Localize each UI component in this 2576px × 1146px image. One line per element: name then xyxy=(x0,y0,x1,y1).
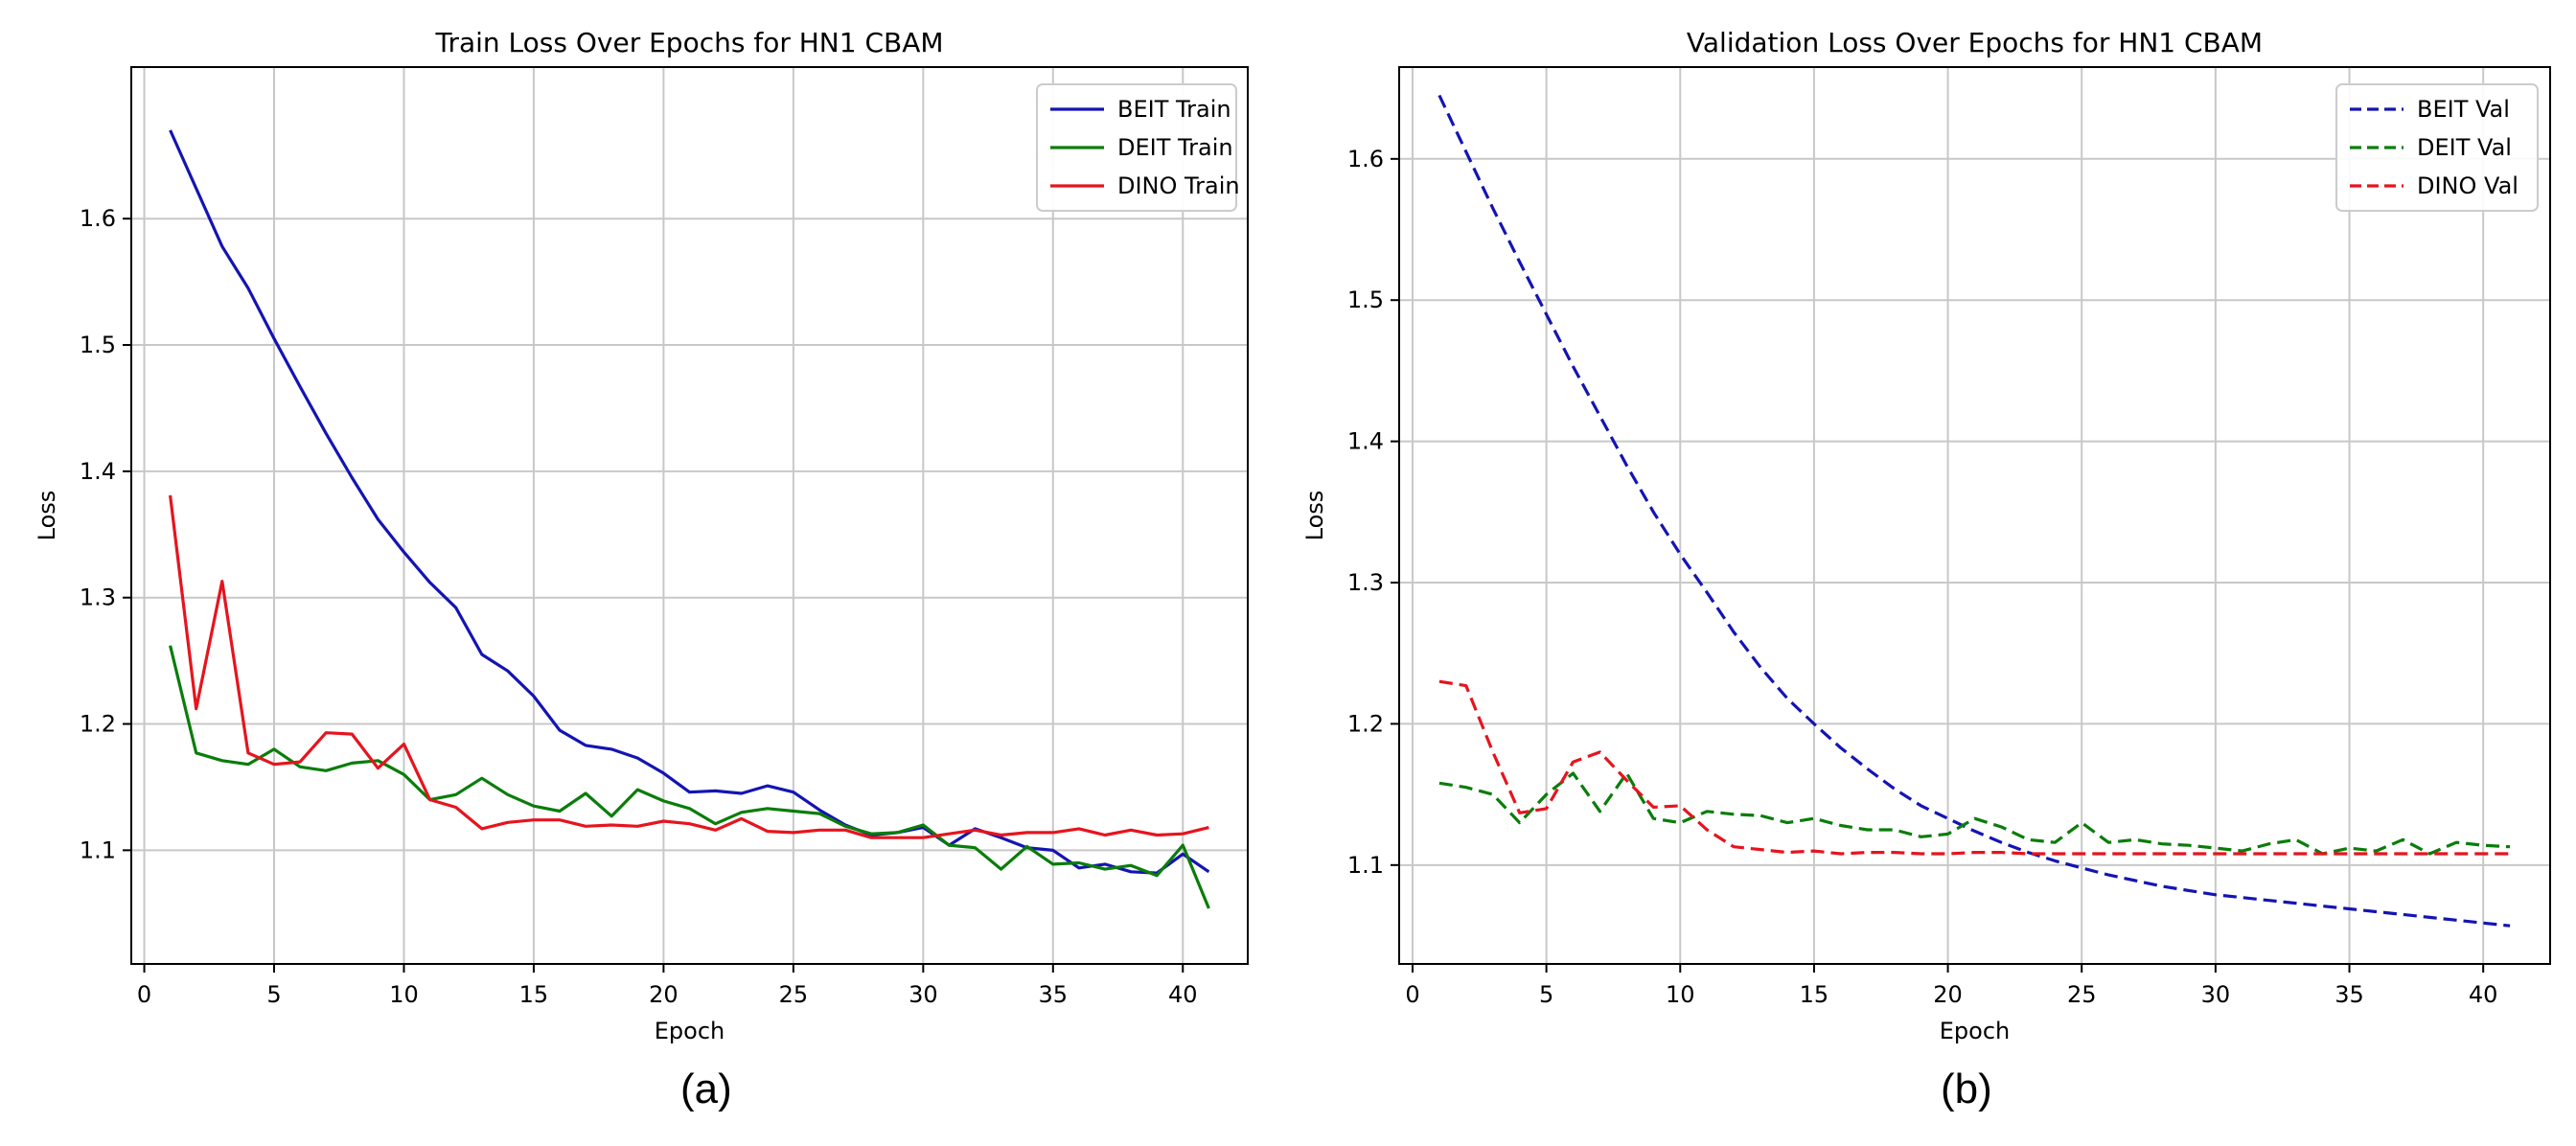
train-loss-chart: 0 5 10 15 20 25 30 35 40 1.1 1.2 1.3 1.4 1.5 1.6 Train … xyxy=(34,27,1249,1044)
y-axis-label: Loss xyxy=(34,491,60,541)
legend-entry: DINO Train xyxy=(1117,172,1240,199)
x-tick-label: 5 xyxy=(1539,981,1553,1008)
y-tick-label: 1.1 xyxy=(1347,852,1384,879)
x-tick-label: 0 xyxy=(1405,981,1419,1008)
y-tick-label: 1.6 xyxy=(1347,146,1384,172)
y-tick-label: 1.1 xyxy=(80,837,116,863)
x-tick-label: 40 xyxy=(2469,981,2498,1008)
y-axis-label: Loss xyxy=(1301,491,1328,541)
x-tick-label: 15 xyxy=(1800,981,1829,1008)
x-tick-label: 25 xyxy=(2067,981,2097,1008)
x-tick-label: 5 xyxy=(266,981,281,1008)
y-tick-label: 1.3 xyxy=(1347,569,1384,596)
legend: BEIT Val DEIT Val DINO Val xyxy=(2335,83,2539,212)
x-tick-label: 10 xyxy=(1666,981,1695,1008)
legend-entry: DINO Val xyxy=(2417,172,2518,199)
validation-loss-chart: 0 5 10 15 20 25 30 35 40 1.1 1.2 1.3 1.4 1.5 1.6 Valida… xyxy=(1301,27,2551,1044)
legend-entry: DEIT Val xyxy=(2417,134,2512,161)
legend-box xyxy=(1036,83,1237,212)
x-axis-label: Epoch xyxy=(1940,1018,2011,1044)
x-tick-label: 30 xyxy=(908,981,938,1008)
x-axis-label: Epoch xyxy=(655,1018,725,1044)
panel-b-caption: (b) xyxy=(1941,1066,1992,1112)
x-tick-label: 20 xyxy=(649,981,678,1008)
legend: BEIT Train DEIT Train DINO Train xyxy=(1036,83,1240,212)
legend-entry: BEIT Train xyxy=(1117,96,1231,123)
chart-title: Validation Loss Over Epochs for HN1 CBAM xyxy=(1687,27,2263,58)
x-tick-label: 30 xyxy=(2201,981,2231,1008)
legend-entry: BEIT Val xyxy=(2417,96,2510,123)
series-line-beit-train xyxy=(169,129,1210,875)
plot-frame xyxy=(130,66,1249,965)
y-tick-label: 1.4 xyxy=(1347,428,1384,455)
x-tick-label: 35 xyxy=(2334,981,2364,1008)
x-tick-label: 35 xyxy=(1039,981,1069,1008)
series-line-dino-val xyxy=(1438,679,2511,856)
y-tick-label: 1.6 xyxy=(80,205,116,232)
y-tick-label: 1.2 xyxy=(80,711,116,738)
y-tick-label: 1.2 xyxy=(1347,710,1384,737)
y-tick-label: 1.5 xyxy=(80,332,116,358)
series-line-deit-train xyxy=(169,645,1210,909)
legend-box xyxy=(2335,83,2539,212)
x-tick-label: 20 xyxy=(1933,981,1963,1008)
panel-a-caption: (a) xyxy=(680,1066,732,1112)
y-tick-label: 1.4 xyxy=(80,458,116,485)
x-tick-label: 10 xyxy=(389,981,419,1008)
x-tick-label: 25 xyxy=(779,981,809,1008)
series-line-beit-val xyxy=(1438,94,2511,928)
legend-entry: DEIT Train xyxy=(1117,134,1233,161)
series-line-dino-train xyxy=(169,494,1209,839)
x-tick-label: 15 xyxy=(519,981,549,1008)
plot-frame xyxy=(1398,66,2551,965)
x-tick-label: 0 xyxy=(137,981,151,1008)
series-line-deit-val xyxy=(1438,771,2511,856)
chart-title: Train Loss Over Epochs for HN1 CBAM xyxy=(434,27,943,58)
y-tick-label: 1.3 xyxy=(80,584,116,611)
x-tick-label: 40 xyxy=(1168,981,1198,1008)
y-tick-label: 1.5 xyxy=(1347,286,1384,313)
